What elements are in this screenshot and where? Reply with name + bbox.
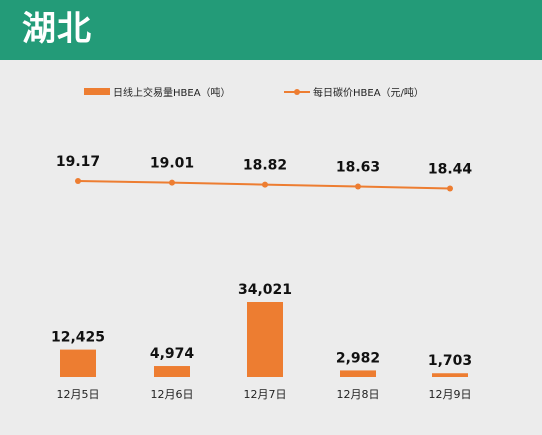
legend-bar-label: 日线上交易量HBEA（吨）: [113, 88, 231, 99]
price-point-4: [355, 183, 361, 190]
bar-1: [60, 349, 96, 377]
bar-4: [340, 370, 376, 377]
price-value-label-4: 18.63: [336, 160, 380, 176]
x-tick-label-4: 12月8日: [337, 388, 380, 401]
price-value-label-3: 18.82: [243, 158, 287, 174]
legend-bar-entry: 日线上交易量HBEA（吨）: [84, 84, 231, 99]
bar-5: [432, 373, 468, 377]
bar-2: [154, 366, 190, 377]
price-value-label-2: 19.01: [150, 156, 194, 172]
bar-value-label-5: 1,703: [428, 353, 472, 369]
price-point-5: [447, 185, 453, 192]
bar-value-label-3: 34,021: [238, 282, 292, 298]
bar-value-label-1: 12,425: [51, 330, 105, 346]
x-tick-label-5: 12月9日: [429, 388, 472, 401]
bar-value-label-4: 2,982: [336, 350, 380, 366]
bar-value-label-2: 4,974: [150, 346, 195, 362]
price-value-label-5: 18.44: [428, 162, 473, 178]
price-point-1: [75, 178, 81, 184]
legend-line-entry: 每日碳价HBEA（元/吨）: [284, 84, 424, 99]
title-banner: [0, 0, 542, 60]
price-point-2: [169, 179, 175, 186]
legend-line-label: 每日碳价HBEA（元/吨）: [313, 88, 424, 99]
page-title: 湖北: [22, 9, 92, 49]
bar-3: [247, 302, 283, 377]
x-tick-label-3: 12月7日: [244, 388, 287, 401]
price-point-3: [262, 181, 268, 188]
price-value-label-1: 19.17: [56, 154, 100, 170]
legend-bar-swatch: [84, 88, 110, 95]
legend-line-swatch: [284, 88, 310, 95]
x-tick-label-1: 12月5日: [57, 388, 100, 401]
x-tick-label-2: 12月6日: [151, 388, 194, 401]
